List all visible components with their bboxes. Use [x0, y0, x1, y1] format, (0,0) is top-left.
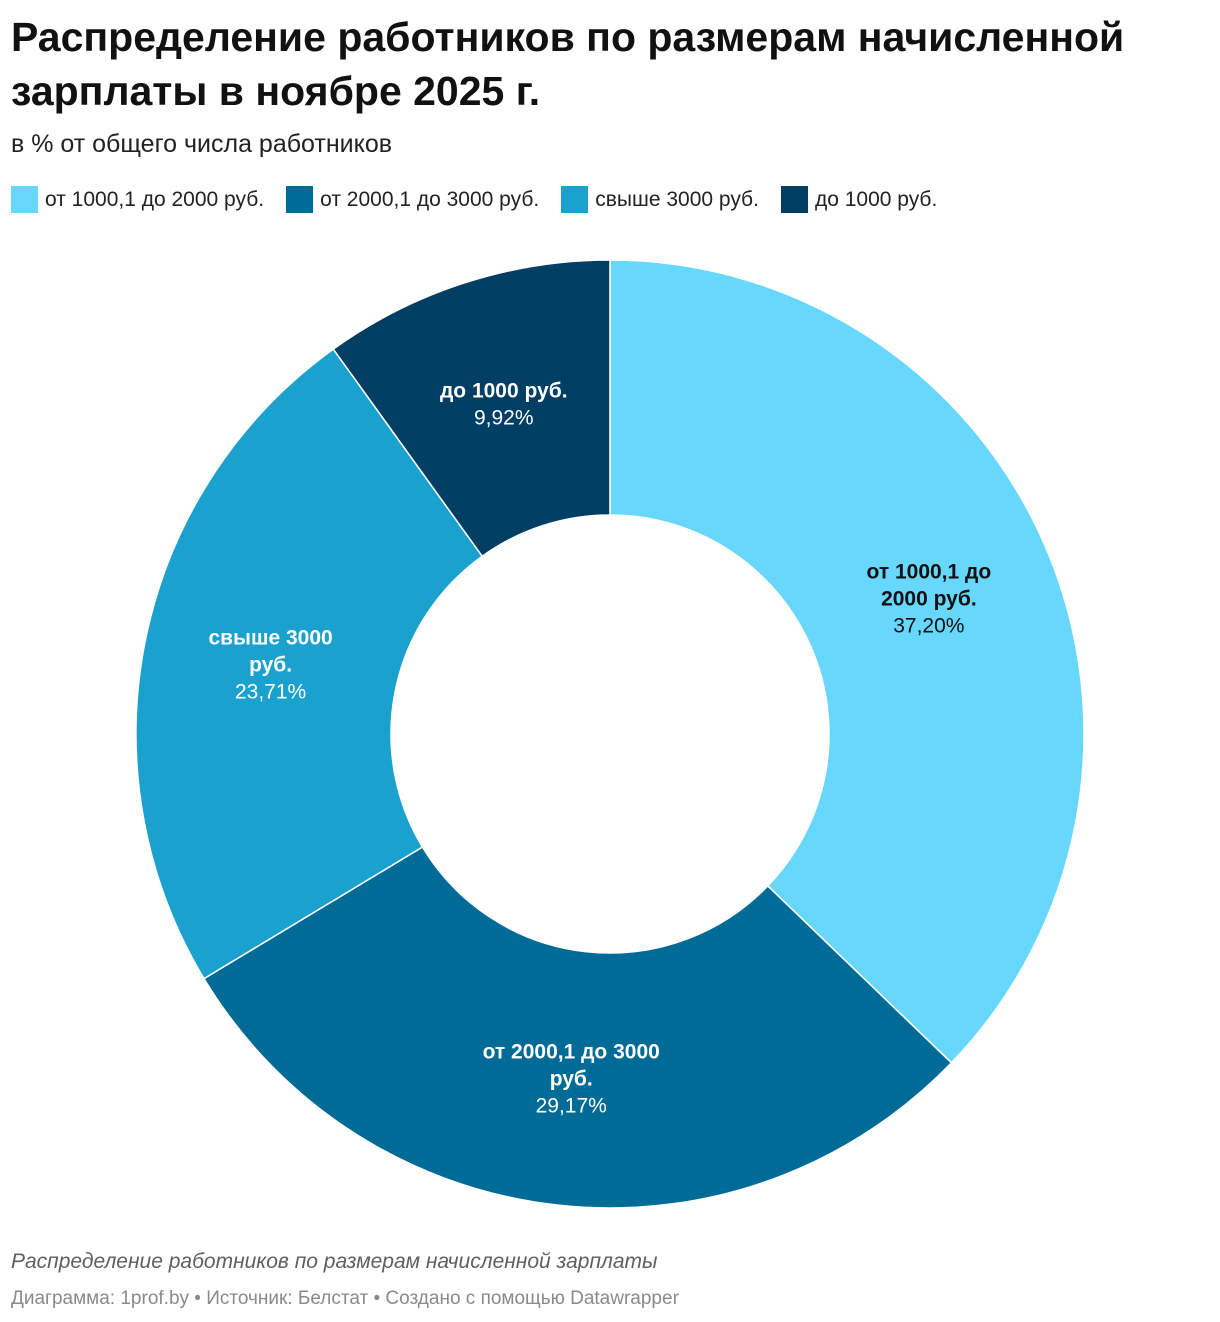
chart-notes: Распределение работников по размерам нач… [11, 1250, 658, 1273]
chart-subtitle: в % от общего числа работников [11, 130, 393, 158]
chart-title: Распределение работников по размерам нач… [11, 14, 1125, 114]
legend-item: от 1000,1 до 2000 руб. [11, 186, 264, 213]
legend-label: от 2000,1 до 3000 руб. [320, 187, 540, 211]
legend-label: от 1000,1 до 2000 руб. [45, 187, 265, 211]
slice-name-label: от 1000,1 до [867, 560, 992, 583]
slice-value-label: 23,71% [235, 680, 306, 703]
slice-name-label: руб. [550, 1067, 593, 1090]
slice-name-label: до 1000 руб. [440, 380, 568, 403]
slice-label: до 1000 руб. 9,92% [440, 380, 568, 430]
legend-item: до 1000 руб. [780, 186, 938, 213]
legend-swatch [561, 186, 589, 213]
slice-name-label: руб. [249, 653, 292, 676]
slice-name-label: свыше 3000 [208, 626, 332, 649]
slice-name-label: 2000 руб. [881, 587, 977, 610]
donut-slice [135, 348, 484, 980]
donut-slice [202, 845, 953, 1209]
legend-label: свыше 3000 руб. [595, 187, 759, 211]
slice-label: от 1000,1 до 2000 руб. 37,20% [867, 560, 992, 637]
legend-label: до 1000 руб. [814, 187, 938, 211]
slice-value-label: 29,17% [536, 1094, 607, 1117]
slice-name-label: от 2000,1 до 3000 [483, 1040, 660, 1063]
legend-item: от 2000,1 до 3000 руб. [286, 186, 539, 213]
slice-label: от 2000,1 до 3000 руб. 29,17% [483, 1040, 660, 1117]
slice-label: свыше 3000 руб. 23,71% [208, 626, 332, 703]
slice-value-label: 9,92% [474, 407, 534, 430]
slice-value-label: 37,20% [893, 614, 964, 637]
legend-swatch [286, 186, 314, 213]
legend-item: свыше 3000 руб. [561, 186, 759, 213]
chart-byline: Диаграмма: 1prof.by • Источник: Белстат … [11, 1288, 679, 1309]
legend-swatch [780, 186, 808, 213]
legend: от 1000,1 до 2000 руб. от 2000,1 до 3000 … [11, 186, 959, 213]
legend-swatch [11, 186, 38, 213]
donut-slice [332, 259, 611, 558]
donut-chart: от 1000,1 до 2000 руб. 37,20% от 2000,1 до … [135, 259, 1085, 1209]
donut-slice [609, 259, 1085, 1064]
